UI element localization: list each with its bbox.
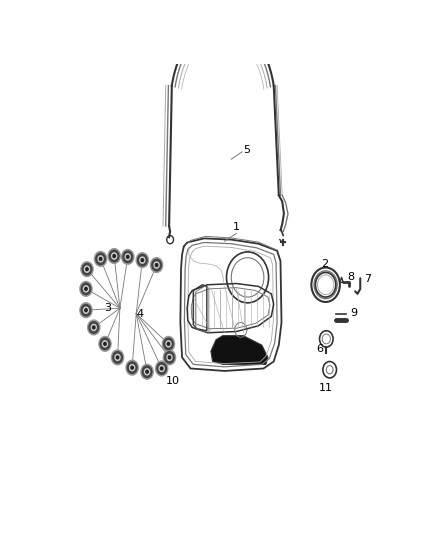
Circle shape bbox=[168, 356, 171, 359]
Circle shape bbox=[85, 266, 89, 272]
Circle shape bbox=[127, 255, 129, 259]
Circle shape bbox=[82, 263, 92, 275]
Circle shape bbox=[81, 283, 91, 295]
Circle shape bbox=[162, 336, 175, 351]
Circle shape bbox=[117, 356, 119, 359]
Text: 4: 4 bbox=[137, 309, 144, 319]
Text: 10: 10 bbox=[166, 376, 180, 386]
Circle shape bbox=[89, 322, 99, 333]
Text: 5: 5 bbox=[243, 145, 250, 155]
Circle shape bbox=[127, 362, 137, 374]
Circle shape bbox=[125, 254, 130, 260]
Circle shape bbox=[95, 252, 107, 266]
Circle shape bbox=[160, 367, 163, 370]
Circle shape bbox=[96, 253, 105, 265]
Circle shape bbox=[85, 309, 87, 312]
Circle shape bbox=[91, 325, 96, 330]
Text: 1: 1 bbox=[233, 222, 240, 232]
Circle shape bbox=[115, 354, 120, 360]
Circle shape bbox=[81, 304, 91, 316]
Circle shape bbox=[85, 287, 87, 290]
Circle shape bbox=[164, 338, 173, 350]
Circle shape bbox=[99, 257, 102, 260]
Circle shape bbox=[154, 262, 159, 268]
Text: 3: 3 bbox=[104, 303, 111, 313]
Circle shape bbox=[99, 336, 111, 351]
Circle shape bbox=[152, 260, 161, 271]
Circle shape bbox=[83, 307, 88, 313]
Circle shape bbox=[146, 370, 148, 373]
Circle shape bbox=[110, 251, 119, 262]
Circle shape bbox=[167, 354, 172, 360]
Circle shape bbox=[136, 253, 148, 268]
Circle shape bbox=[81, 262, 93, 277]
Circle shape bbox=[131, 366, 133, 369]
Circle shape bbox=[130, 365, 135, 371]
Circle shape bbox=[151, 257, 162, 272]
Text: 2: 2 bbox=[321, 259, 328, 269]
Circle shape bbox=[141, 365, 153, 379]
Text: 8: 8 bbox=[347, 272, 354, 282]
Circle shape bbox=[80, 303, 92, 318]
Circle shape bbox=[167, 342, 170, 345]
Circle shape bbox=[122, 249, 134, 264]
Circle shape bbox=[166, 341, 171, 347]
Circle shape bbox=[141, 259, 144, 262]
Text: 6: 6 bbox=[316, 344, 323, 354]
Circle shape bbox=[80, 281, 92, 296]
Circle shape bbox=[155, 361, 168, 376]
Circle shape bbox=[92, 326, 95, 329]
Circle shape bbox=[104, 342, 106, 345]
Text: 11: 11 bbox=[319, 383, 333, 393]
Circle shape bbox=[159, 366, 164, 372]
Text: 7: 7 bbox=[364, 274, 371, 285]
Circle shape bbox=[142, 366, 152, 377]
Circle shape bbox=[145, 369, 150, 375]
Circle shape bbox=[88, 320, 100, 335]
Circle shape bbox=[140, 257, 145, 263]
Circle shape bbox=[157, 363, 166, 374]
Circle shape bbox=[100, 338, 110, 350]
Circle shape bbox=[165, 352, 174, 363]
Circle shape bbox=[102, 341, 108, 347]
Circle shape bbox=[123, 251, 132, 263]
Circle shape bbox=[113, 255, 115, 257]
Circle shape bbox=[83, 286, 88, 292]
Circle shape bbox=[113, 352, 122, 363]
Circle shape bbox=[98, 256, 103, 262]
Circle shape bbox=[111, 350, 124, 365]
Circle shape bbox=[163, 350, 176, 365]
Circle shape bbox=[126, 360, 138, 375]
Circle shape bbox=[108, 248, 120, 263]
Circle shape bbox=[86, 268, 88, 271]
Circle shape bbox=[112, 253, 117, 259]
Circle shape bbox=[155, 264, 158, 266]
Polygon shape bbox=[211, 336, 268, 365]
Circle shape bbox=[138, 254, 147, 266]
Text: 9: 9 bbox=[350, 309, 357, 319]
